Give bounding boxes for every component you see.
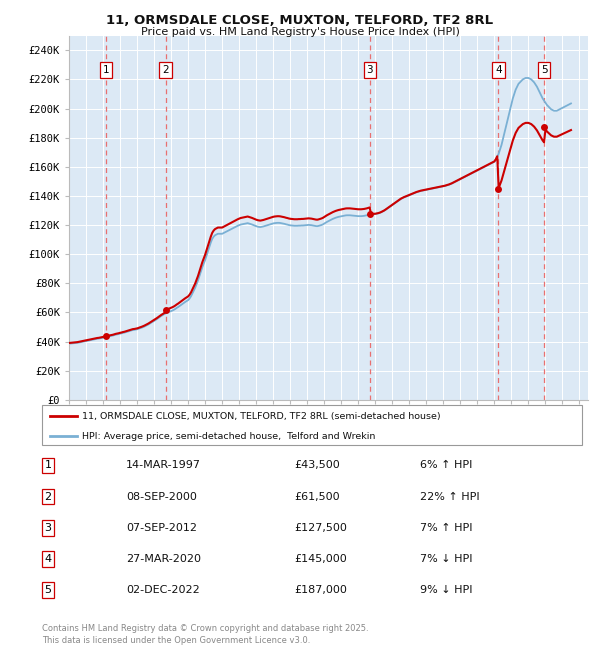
Text: Price paid vs. HM Land Registry's House Price Index (HPI): Price paid vs. HM Land Registry's House … [140,27,460,37]
Text: 11, ORMSDALE CLOSE, MUXTON, TELFORD, TF2 8RL (semi-detached house): 11, ORMSDALE CLOSE, MUXTON, TELFORD, TF2… [83,411,441,421]
Text: £145,000: £145,000 [294,554,347,564]
Text: £127,500: £127,500 [294,523,347,533]
Text: 9% ↓ HPI: 9% ↓ HPI [420,585,473,595]
Text: 1: 1 [103,66,110,75]
Text: £187,000: £187,000 [294,585,347,595]
Text: 7% ↓ HPI: 7% ↓ HPI [420,554,473,564]
Text: 2: 2 [163,66,169,75]
Text: 4: 4 [495,66,502,75]
Text: 07-SEP-2012: 07-SEP-2012 [126,523,197,533]
Text: £43,500: £43,500 [294,460,340,471]
Text: 1: 1 [44,460,52,471]
Text: 14-MAR-1997: 14-MAR-1997 [126,460,201,471]
Text: Contains HM Land Registry data © Crown copyright and database right 2025.
This d: Contains HM Land Registry data © Crown c… [42,624,368,645]
Text: 11, ORMSDALE CLOSE, MUXTON, TELFORD, TF2 8RL: 11, ORMSDALE CLOSE, MUXTON, TELFORD, TF2… [106,14,494,27]
Text: 7% ↑ HPI: 7% ↑ HPI [420,523,473,533]
Text: 5: 5 [44,585,52,595]
Text: 27-MAR-2020: 27-MAR-2020 [126,554,201,564]
Text: 2: 2 [44,491,52,502]
Text: 6% ↑ HPI: 6% ↑ HPI [420,460,472,471]
Text: HPI: Average price, semi-detached house,  Telford and Wrekin: HPI: Average price, semi-detached house,… [83,432,376,441]
Text: 3: 3 [44,523,52,533]
Text: 22% ↑ HPI: 22% ↑ HPI [420,491,479,502]
Text: 5: 5 [541,66,547,75]
Text: 3: 3 [367,66,373,75]
Text: 08-SEP-2000: 08-SEP-2000 [126,491,197,502]
Text: £61,500: £61,500 [294,491,340,502]
Text: 02-DEC-2022: 02-DEC-2022 [126,585,200,595]
Text: 4: 4 [44,554,52,564]
FancyBboxPatch shape [42,405,582,445]
